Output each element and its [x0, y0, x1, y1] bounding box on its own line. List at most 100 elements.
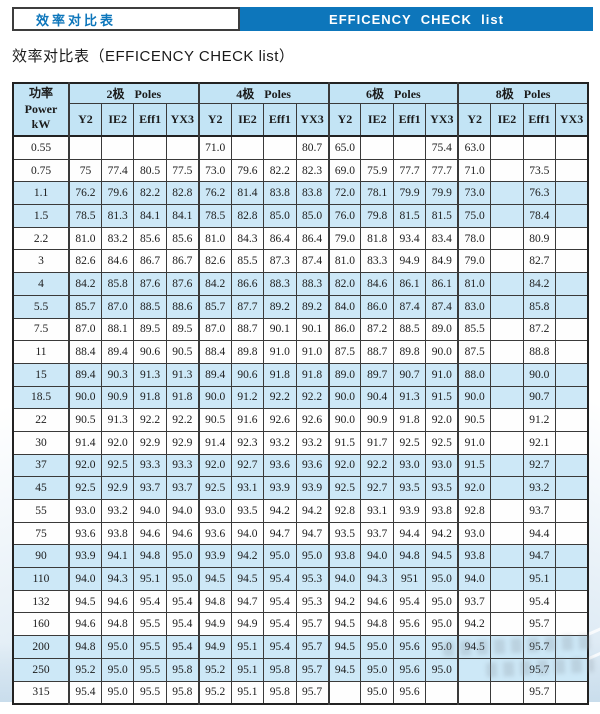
- efficiency-value-cell: 87.0: [100, 294, 135, 319]
- efficiency-value-cell: [490, 544, 524, 569]
- efficiency-value-cell: 95.1: [522, 567, 557, 591]
- efficiency-value-cell: 95.0: [360, 680, 394, 705]
- efficiency-value-cell: 89.2: [263, 294, 297, 319]
- efficiency-value-cell: 89.8: [392, 340, 427, 364]
- efficiency-value-cell: [555, 499, 589, 523]
- efficiency-table: 功率 Power kW 2极 Poles 4极 Poles 6极 Poles 8极 Poles…: [12, 82, 589, 706]
- table-row: 200 94.8 95.0 95.5 95.4 94.9 95.1 95.4 95.7 94.5 9…: [12, 635, 589, 659]
- power-value-cell: 200: [12, 635, 70, 659]
- efficiency-value-cell: 91.8: [263, 362, 297, 387]
- power-value-cell: 45: [12, 476, 70, 500]
- efficiency-value-cell: 82.3: [295, 158, 330, 183]
- efficiency-value-cell: 84.0: [327, 294, 362, 319]
- efficiency-value-cell: 88.5: [392, 317, 427, 342]
- efficiency-value-cell: 95.8: [263, 657, 297, 682]
- efficiency-value-cell: [555, 317, 589, 342]
- efficiency-value-cell: 86.6: [230, 272, 265, 296]
- efficiency-value-cell: [555, 362, 589, 387]
- efficiency-value-cell: 95.0: [425, 657, 459, 682]
- efficiency-value-cell: 94.2: [327, 589, 362, 614]
- efficiency-value-cell: 88.4: [67, 340, 102, 364]
- efficiency-value-cell: 79.6: [230, 158, 265, 183]
- power-value-cell: 1.5: [12, 204, 70, 228]
- efficiency-value-cell: 86.1: [392, 272, 427, 296]
- efficiency-value-cell: 93.3: [165, 453, 200, 478]
- efficiency-value-cell: [490, 476, 524, 500]
- efficiency-value-cell: 95.7: [522, 612, 557, 637]
- efficiency-value-cell: 95.0: [100, 635, 135, 659]
- efficiency-value-cell: 91.6: [230, 408, 265, 432]
- efficiency-value-cell: 90.5: [165, 340, 200, 364]
- efficiency-value-cell: 95.0: [263, 544, 297, 569]
- efficiency-value-cell: 95.4: [67, 680, 102, 705]
- efficiency-value-cell: 92.0: [67, 453, 102, 478]
- table-row: 55 93.0 93.2 94.0 94.0 93.0 93.5 94.2 94.2 92.8 93…: [12, 499, 589, 523]
- efficiency-value-cell: [392, 135, 427, 160]
- efficiency-value-cell: 75.4: [425, 135, 459, 160]
- efficiency-value-cell: 86.0: [327, 317, 362, 342]
- efficiency-value-cell: 94.9: [230, 612, 265, 637]
- pole-group-label-en: Poles: [134, 87, 162, 101]
- efficiency-value-cell: 76.2: [197, 181, 232, 206]
- efficiency-value-cell: 93.7: [133, 476, 167, 500]
- efficiency-value-cell: 75.9: [360, 158, 394, 183]
- power-value-cell: 37: [12, 453, 70, 478]
- efficiency-value-cell: 93.8: [425, 499, 459, 523]
- efficiency-value-cell: 90.0: [522, 362, 557, 387]
- efficiency-value-cell: 95.5: [133, 635, 167, 659]
- efficiency-value-cell: 78.0: [457, 226, 492, 251]
- efficiency-value-cell: 95.8: [263, 680, 297, 705]
- table-row: 4 84.2 85.8 87.6 87.6 84.2 86.6 88.3 88.3 82.0 84.…: [12, 272, 589, 296]
- power-value-cell: 30: [12, 430, 70, 455]
- page-banner: 效率对比表 EFFICENCY CHECK list: [12, 7, 593, 31]
- pole-group-header: 4极 Poles: [197, 82, 329, 104]
- efficiency-value-cell: [490, 204, 524, 228]
- efficiency-value-cell: 92.6: [263, 408, 297, 432]
- efficiency-value-cell: [555, 476, 589, 500]
- efficiency-value-cell: 79.0: [327, 226, 362, 251]
- efficiency-value-cell: 76.2: [67, 181, 102, 206]
- efficiency-value-cell: 90.6: [230, 362, 265, 387]
- efficiency-value-cell: 73.0: [197, 158, 232, 183]
- pole-group-label-en: Poles: [264, 87, 291, 101]
- efficiency-value-cell: 94.2: [263, 499, 297, 523]
- power-value-cell: 4: [12, 272, 70, 296]
- efficiency-value-cell: 95.0: [425, 612, 459, 637]
- efficiency-value-cell: 95.0: [295, 544, 330, 569]
- table-row: 90 93.9 94.1 94.8 95.0 93.9 94.2 95.0 95.0 93.8 94…: [12, 544, 589, 569]
- efficiency-value-cell: 90.1: [295, 317, 330, 342]
- table-row: 1.1 76.2 79.6 82.2 82.8 76.2 81.4 83.8 83.8 72.0 7…: [12, 181, 589, 206]
- efficiency-value-cell: 86.0: [360, 294, 394, 319]
- efficiency-value-cell: 95.4: [263, 567, 297, 591]
- efficiency-value-cell: 71.0: [197, 135, 232, 160]
- power-header-unit: kW: [31, 117, 51, 132]
- efficiency-value-cell: 90.0: [197, 385, 232, 410]
- efficiency-value-cell: 94.0: [360, 544, 394, 569]
- efficiency-value-cell: 88.0: [457, 362, 492, 387]
- efficiency-value-cell: [490, 249, 524, 274]
- efficiency-value-cell: 73.5: [522, 158, 557, 183]
- efficiency-value-cell: 87.0: [197, 317, 232, 342]
- table-row: 110 94.0 94.3 95.1 95.0 94.5 94.5 95.4 95.3 94.0 9…: [12, 567, 589, 591]
- efficiency-value-cell: 91.2: [522, 408, 557, 432]
- efficiency-value-cell: 92.9: [133, 430, 167, 455]
- efficiency-value-cell: 91.0: [457, 430, 492, 455]
- efficiency-value-cell: [490, 408, 524, 432]
- efficiency-value-cell: 92.5: [327, 476, 362, 500]
- efficiency-value-cell: 94.4: [522, 521, 557, 546]
- efficiency-value-cell: 84.1: [165, 204, 200, 228]
- pole-group-header: 6极 Poles: [327, 82, 459, 104]
- subcolumn-header: Y2: [457, 103, 492, 137]
- efficiency-value-cell: 90.0: [425, 340, 459, 364]
- efficiency-value-cell: [555, 453, 589, 478]
- subcolumn-header-row: Y2 IE2 Eff1 YX3 Y2 IE2 Eff1 YX3 Y2 IE2 Eff1 YX3 Y2 IE…: [13, 103, 589, 137]
- page-heading: 效率对比表（EFFICENCY CHECK list）: [12, 48, 295, 65]
- efficiency-value-cell: 85.5: [230, 249, 265, 274]
- efficiency-value-cell: 95.6: [392, 635, 427, 659]
- efficiency-value-cell: [555, 589, 589, 614]
- efficiency-value-cell: 94.5: [327, 612, 362, 637]
- power-value-cell: 2.2: [12, 226, 70, 251]
- efficiency-value-cell: 94.3: [360, 567, 394, 591]
- efficiency-value-cell: 95.5: [133, 680, 167, 705]
- efficiency-value-cell: 95.1: [133, 567, 167, 591]
